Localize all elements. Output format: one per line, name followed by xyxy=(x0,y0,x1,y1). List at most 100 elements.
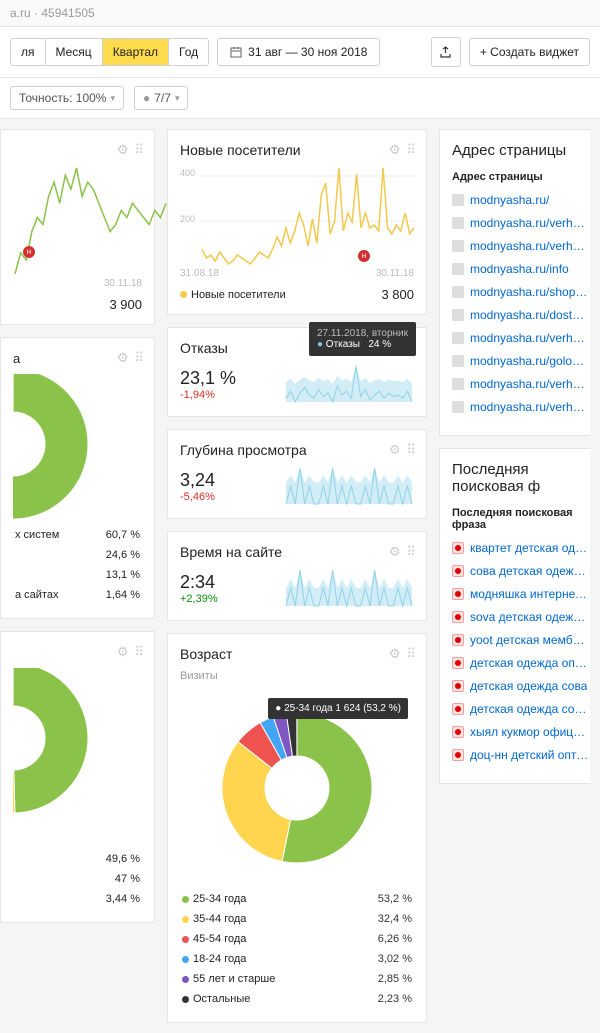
favicon-icon xyxy=(452,309,464,321)
drag-icon[interactable]: ⠿ xyxy=(134,350,142,366)
period-btn[interactable]: Квартал xyxy=(103,39,169,65)
list-item[interactable]: modnyasha.ru/info xyxy=(452,262,590,276)
favicon-icon xyxy=(452,634,464,646)
precision-dropdown[interactable]: Точность: 100% ▾ xyxy=(10,86,124,110)
period-btn[interactable]: ля xyxy=(11,39,46,65)
card-title: Глубина просмотра xyxy=(180,442,307,458)
link[interactable]: сова детская одежда официа xyxy=(470,564,590,578)
link[interactable]: sova детская одежда официа xyxy=(470,610,590,624)
list-item[interactable]: modnyasha.ru/verhnyaya-ode xyxy=(452,331,590,345)
list-item[interactable]: modnyasha.ru/verhnyaya-ode xyxy=(452,239,590,253)
list-item[interactable]: детская одежда сова кирово- xyxy=(452,702,590,716)
list-item[interactable]: modnyasha.ru/verhnyaya-ode xyxy=(452,377,590,391)
favicon-icon xyxy=(452,749,464,761)
bounce-card: 27.11.2018, вторник ● Отказы 24 % Отказы… xyxy=(167,327,427,417)
favicon-icon xyxy=(452,657,464,669)
favicon-icon xyxy=(452,263,464,275)
link[interactable]: modnyasha.ru/dostavka-i-opla xyxy=(470,308,590,322)
list-item[interactable]: yoot детская мембранная од xyxy=(452,633,590,647)
notice-badge: н xyxy=(358,250,370,262)
link[interactable]: modnyasha.ru/info xyxy=(470,262,569,276)
drag-icon[interactable]: ⠿ xyxy=(406,544,414,560)
link[interactable]: yoot детская мембранная од xyxy=(470,633,590,647)
filter-dropdown[interactable]: ● 7/7 ▾ xyxy=(134,86,188,110)
link[interactable]: хыял кукмор официальный са xyxy=(470,725,590,739)
list-item[interactable]: modnyasha.ru/shopping-cart xyxy=(452,285,590,299)
gear-icon[interactable]: ⚙ xyxy=(389,646,401,662)
link[interactable]: детская одежда оптом xyxy=(470,656,590,670)
link[interactable]: modnyasha.ru/verhnyaya-ode xyxy=(470,377,590,391)
toolbar: ляМесяцКварталГод 31 авг — 30 ноя 2018 +… xyxy=(0,27,600,78)
gear-icon[interactable]: ⚙ xyxy=(389,142,401,158)
link[interactable]: модняшка интернет магазин xyxy=(470,587,590,601)
favicon-icon xyxy=(452,355,464,367)
favicon-icon xyxy=(452,565,464,577)
list-item[interactable]: детская одежда сова xyxy=(452,679,590,693)
card-title: Возраст xyxy=(180,646,232,662)
list-item[interactable]: детская одежда оптом xyxy=(452,656,590,670)
list-item[interactable]: модняшка интернет магазин xyxy=(452,587,590,601)
drag-icon[interactable]: ⠿ xyxy=(134,142,142,158)
link[interactable]: детская одежда сова кирово- xyxy=(470,702,590,716)
drag-icon[interactable]: ⠿ xyxy=(406,646,414,662)
list-item[interactable]: доц-нн детский оптовый цен xyxy=(452,748,590,762)
drag-icon[interactable]: ⠿ xyxy=(406,442,414,458)
link[interactable]: modnyasha.ru/verhnyaya-ode xyxy=(470,239,590,253)
bounce-tooltip: 27.11.2018, вторник ● Отказы 24 % xyxy=(309,322,416,356)
date-range-button[interactable]: 31 авг — 30 ноя 2018 xyxy=(217,38,380,66)
link[interactable]: modnyasha.ru/verhnyaya-ode xyxy=(470,400,590,414)
list-item[interactable]: modnyasha.ru/verhnyaya-ode xyxy=(452,216,590,230)
time-card: Время на сайте⚙⠿ 2:34+2,39% xyxy=(167,531,427,621)
favicon-icon xyxy=(452,542,464,554)
list-item[interactable]: modnyasha.ru/dostavka-i-opla xyxy=(452,308,590,322)
card-title: а xyxy=(13,351,20,366)
side-title: Адрес страницы xyxy=(452,142,590,159)
favicon-icon xyxy=(452,240,464,252)
depth-card: Глубина просмотра⚙⠿ 3,24-5,46% xyxy=(167,429,427,519)
favicon-icon xyxy=(452,703,464,715)
link[interactable]: детская одежда сова xyxy=(470,679,587,693)
gear-icon[interactable]: ⚙ xyxy=(117,644,129,660)
favicon-icon xyxy=(452,401,464,413)
calendar-icon xyxy=(230,46,242,58)
drag-icon[interactable]: ⠿ xyxy=(134,644,142,660)
favicon-icon xyxy=(452,332,464,344)
pages-box: Адрес страницы Адрес страницы modnyasha.… xyxy=(439,129,590,436)
visits-line-card-left: ⚙⠿ н 30.11.18 3 900 xyxy=(0,129,155,325)
list-item[interactable]: квартет детская одежда офи xyxy=(452,541,590,555)
gear-icon[interactable]: ⚙ xyxy=(389,544,401,560)
export-button[interactable] xyxy=(431,37,461,67)
list-item[interactable]: modnyasha.ru/verhnyaya-ode xyxy=(452,400,590,414)
period-group: ляМесяцКварталГод xyxy=(10,38,209,66)
date-range-label: 31 авг — 30 ноя 2018 xyxy=(248,45,367,59)
favicon-icon xyxy=(452,588,464,600)
list-item[interactable]: modnyasha.ru/golovnye-ubor xyxy=(452,354,590,368)
gear-icon[interactable]: ⚙ xyxy=(117,350,129,366)
period-btn[interactable]: Год xyxy=(169,39,208,65)
link[interactable]: modnyasha.ru/golovnye-ubor xyxy=(470,354,590,368)
list-item[interactable]: хыял кукмор официальный са xyxy=(452,725,590,739)
period-btn[interactable]: Месяц xyxy=(46,39,103,65)
age-card: Возраст⚙⠿ Визиты ● 25-34 года 1 624 (53,… xyxy=(167,633,427,1023)
list-item[interactable]: сова детская одежда официа xyxy=(452,564,590,578)
create-widget-button[interactable]: + Создать виджет xyxy=(469,38,590,66)
link[interactable]: modnyasha.ru/verhnyaya-ode xyxy=(470,216,590,230)
subbar: Точность: 100% ▾ ● 7/7 ▾ xyxy=(0,78,600,119)
gear-icon[interactable]: ⚙ xyxy=(389,442,401,458)
favicon-icon xyxy=(452,680,464,692)
traffic-pie-card-left: а⚙⠿ х систем60,7 %24,6 %13,1 %а сайтах1,… xyxy=(0,337,155,619)
link[interactable]: квартет детская одежда офи xyxy=(470,541,590,555)
list-item[interactable]: modnyasha.ru/ xyxy=(452,193,590,207)
gear-icon[interactable]: ⚙ xyxy=(117,142,129,158)
card-title: Новые посетители xyxy=(180,142,301,158)
notice-badge: н xyxy=(23,246,35,258)
link[interactable]: доц-нн детский оптовый цен xyxy=(470,748,590,762)
link[interactable]: modnyasha.ru/shopping-cart xyxy=(470,285,590,299)
link[interactable]: modnyasha.ru/verhnyaya-ode xyxy=(470,331,590,345)
second-pie-card-left: ⚙⠿ 49,6 %47 %3,44 % xyxy=(0,631,155,923)
list-item[interactable]: sova детская одежда официа xyxy=(452,610,590,624)
favicon-icon xyxy=(452,194,464,206)
drag-icon[interactable]: ⠿ xyxy=(406,142,414,158)
link[interactable]: modnyasha.ru/ xyxy=(470,193,549,207)
favicon-icon xyxy=(452,378,464,390)
